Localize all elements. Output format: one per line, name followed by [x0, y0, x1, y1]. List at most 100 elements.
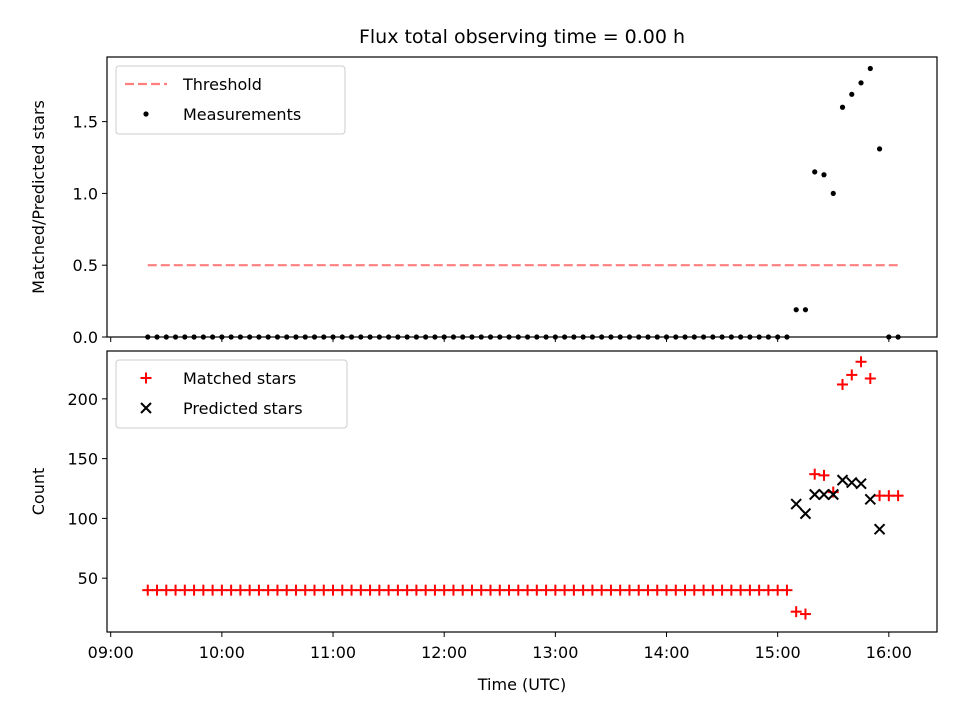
matched-stars-point: [827, 486, 839, 498]
matched-stars-point: [318, 584, 330, 596]
x-b: [846, 476, 858, 489]
matched-stars-point: [531, 584, 543, 596]
matched-stars-point: [661, 584, 673, 596]
matched-stars-point: [762, 584, 774, 596]
measurement-point: [849, 91, 855, 97]
y-tick-label: 200: [67, 390, 98, 409]
matched-stars-point: [364, 584, 376, 596]
matched-stars-point: [568, 584, 580, 596]
x-b: [827, 488, 839, 501]
matched-stars-point: [670, 584, 682, 596]
x-b: [836, 474, 849, 486]
predicted-stars-point: [827, 488, 839, 501]
matched-stars-point: [809, 468, 821, 480]
matched-stars-point: [188, 584, 200, 596]
matched-stars-point: [346, 584, 358, 596]
y-tick-label: 1.5: [73, 113, 98, 132]
x-tick-label: 15:00: [755, 643, 801, 662]
matched-stars-point: [772, 584, 784, 596]
measurement-point: [867, 65, 873, 72]
x-tick-label: 12:00: [421, 643, 467, 662]
measurement-point: [821, 172, 827, 178]
x-b: [873, 523, 886, 535]
matched-stars-point: [623, 584, 635, 596]
y-tick-label: 1.0: [73, 184, 98, 203]
matched-stars-point: [281, 584, 293, 596]
legend-label: Matched stars: [183, 369, 296, 388]
legend-label: Threshold: [182, 75, 262, 94]
matched-stars-point: [485, 584, 497, 596]
matched-stars-point: [207, 584, 219, 596]
matched-stars-point: [392, 584, 404, 596]
top-panel: Flux total observing time = 0.00 h 0.0 0.5…: [29, 26, 938, 347]
measurement-point: [793, 307, 799, 313]
matched-stars-point: [299, 584, 311, 596]
legend: Matched stars Predicted stars: [115, 359, 348, 429]
matched-stars-point: [605, 584, 617, 596]
matched-stars-point: [373, 584, 385, 596]
matched-stars-point: [864, 373, 876, 385]
legend-measurement-swatch: [143, 111, 149, 117]
matched-stars-point: [327, 584, 339, 596]
axes-frame: [106, 350, 938, 633]
matched-stars-point: [874, 490, 886, 502]
x-b: [790, 498, 802, 510]
legend: Threshold Measurements: [115, 65, 346, 135]
matched-stars-point: [457, 584, 469, 596]
y-tick-label: 50: [78, 569, 98, 588]
x-tick-label: 14:00: [643, 643, 689, 662]
matched-stars-point: [781, 584, 793, 596]
matched-stars-point: [225, 584, 237, 596]
matched-stars-point: [549, 584, 561, 596]
chart-title: Flux total observing time = 0.00 h: [359, 26, 685, 48]
measurement-point: [839, 104, 846, 110]
legend-box: [115, 65, 346, 135]
x-tick-label: 09:00: [88, 643, 134, 662]
matched-stars-point: [688, 584, 700, 596]
matched-stars-point: [559, 584, 571, 596]
measurement-point: [802, 307, 809, 313]
matched-stars-point: [466, 584, 478, 596]
x-b: [855, 478, 867, 490]
measurement-point: [830, 190, 836, 197]
matched-stars-point: [846, 369, 858, 381]
matched-stars-point: [799, 608, 811, 620]
matched-stars-point: [577, 584, 589, 596]
x-axis-label: Time (UTC): [477, 675, 566, 694]
y-axis-label: Count: [29, 468, 48, 516]
measurement-point: [876, 146, 883, 152]
matched-stars-point: [512, 584, 524, 596]
y-tick-label: 0.5: [73, 256, 98, 275]
matched-stars-point: [744, 584, 756, 596]
predicted-stars-point: [873, 523, 886, 535]
predicted-stars-point: [836, 474, 849, 486]
predicted-stars-point: [864, 493, 877, 505]
matched-stars-point: [753, 584, 765, 596]
matched-stars-point: [447, 584, 459, 596]
measurement-point: [858, 80, 864, 86]
matched-stars-point: [586, 584, 598, 596]
matched-stars-point: [216, 584, 228, 596]
predicted-stars-point: [818, 488, 830, 501]
matched-stars-point: [309, 584, 320, 596]
matched-stars-point: [410, 584, 422, 596]
matched-stars-point: [253, 584, 265, 596]
matched-stars-point: [883, 490, 895, 502]
matched-stars-point: [633, 584, 645, 596]
matched-stars-point: [438, 584, 450, 596]
predicted-stars-point: [809, 488, 821, 501]
matched-stars-point: [494, 584, 506, 596]
y-axis-label: Matched/Predicted stars: [29, 100, 48, 294]
axes-frame: [106, 56, 938, 338]
matched-stars-point: [142, 584, 154, 596]
y-tick-label: 100: [67, 509, 98, 528]
matched-stars-point: [818, 469, 830, 481]
matched-stars-point: [679, 584, 691, 596]
matched-stars-point: [698, 584, 710, 596]
x-tick-label: 11:00: [310, 643, 356, 662]
legend-box: [115, 359, 348, 429]
matched-stars-point: [383, 584, 395, 596]
measurement-point: [812, 169, 818, 175]
matched-stars-point: [735, 584, 747, 596]
